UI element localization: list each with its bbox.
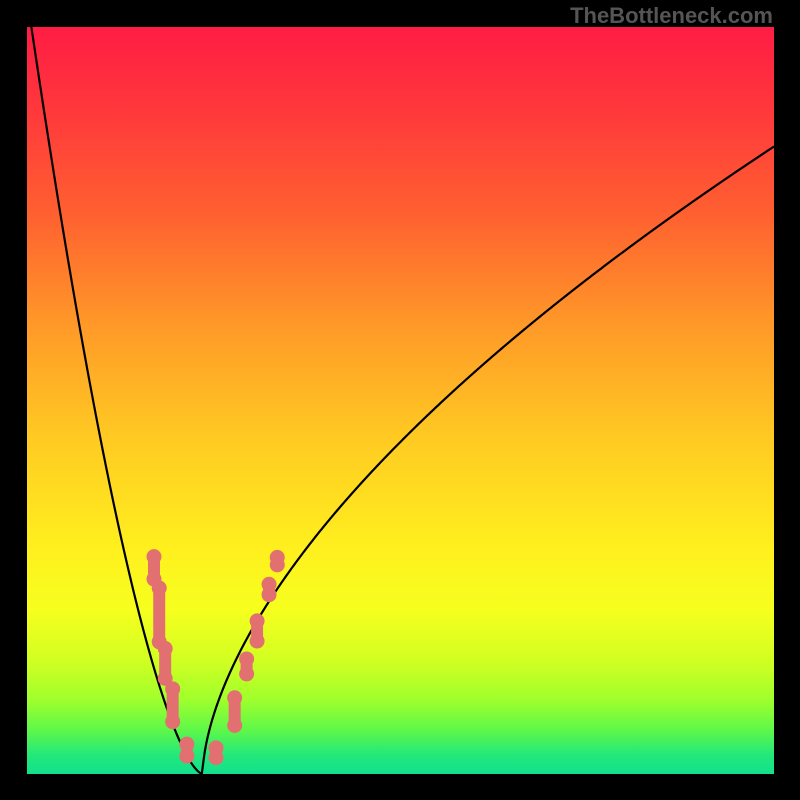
- marker-pill: [208, 740, 223, 765]
- plot-area: [27, 27, 774, 774]
- chart-svg: TheBottleneck.com: [0, 0, 800, 800]
- marker-pill: [239, 651, 254, 681]
- marker-pill: [270, 550, 285, 572]
- bottleneck-chart: TheBottleneck.com: [0, 0, 800, 800]
- marker-pill: [250, 613, 265, 648]
- marker-pill: [152, 581, 167, 650]
- marker-pill: [227, 690, 242, 733]
- marker-pill: [165, 681, 180, 729]
- marker-pill: [262, 577, 277, 602]
- marker-pill: [179, 737, 194, 764]
- marker-pill: [158, 641, 173, 686]
- watermark-text: TheBottleneck.com: [570, 3, 773, 28]
